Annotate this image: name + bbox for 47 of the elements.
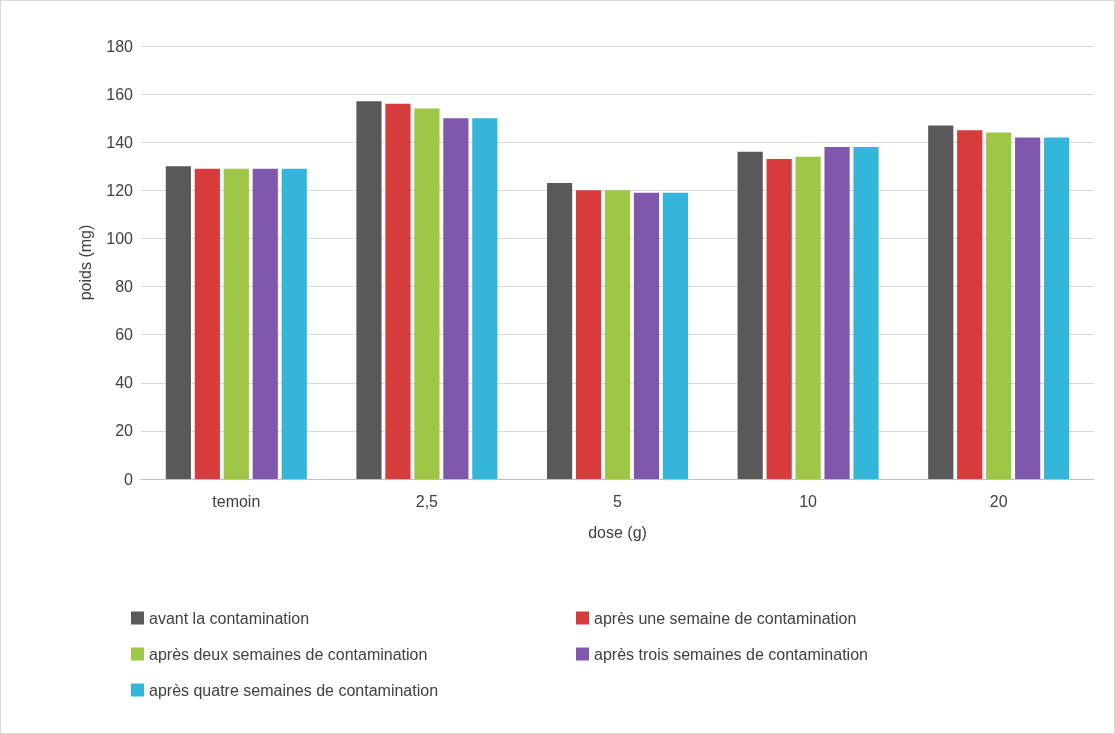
x-tick-label: temoin (212, 492, 261, 510)
bar (443, 118, 469, 479)
bar (662, 192, 689, 479)
y-tick-label: 160 (106, 85, 134, 103)
x-tick-label: 5 (613, 492, 623, 510)
bar (1015, 137, 1041, 479)
bar (252, 168, 278, 479)
bar (546, 183, 573, 479)
legend-label: après trois semaines de contamination (594, 645, 868, 663)
bar (853, 147, 879, 479)
bar (957, 130, 983, 479)
y-tick-label: 140 (106, 133, 134, 151)
bar (824, 147, 850, 479)
bar (575, 190, 602, 479)
bar (604, 190, 631, 479)
y-tick-label: 80 (115, 278, 134, 296)
bar (281, 168, 307, 479)
legend-label: après une semaine de contamination (594, 609, 857, 627)
x-tick-label: 20 (989, 492, 1008, 510)
x-tick-label: 2,5 (415, 492, 439, 510)
bar (1044, 137, 1070, 479)
y-axis-title: poids (mg) (76, 224, 94, 301)
bar (928, 125, 954, 479)
bar (472, 118, 498, 479)
y-tick-label: 100 (106, 229, 134, 247)
bar (356, 101, 382, 479)
y-tick-label: 120 (106, 181, 134, 199)
bar (165, 166, 191, 479)
y-tick-label: 0 (124, 470, 134, 488)
y-tick-label: 40 (115, 374, 134, 392)
legend-label: avant la contamination (149, 609, 310, 627)
bar (737, 151, 763, 479)
bar (194, 168, 220, 479)
y-tick-label: 180 (106, 37, 134, 55)
bar (633, 192, 660, 479)
y-tick-label: 60 (115, 326, 134, 344)
bar (986, 132, 1012, 479)
y-tick-label: 20 (115, 422, 134, 440)
bar (795, 156, 821, 479)
x-axis-title: dose (g) (588, 523, 647, 541)
bar (385, 103, 411, 479)
bar (223, 168, 249, 479)
bar (414, 108, 440, 479)
legend-label: après quatre semaines de contamination (149, 681, 439, 699)
legend-label: après deux semaines de contamination (149, 645, 428, 663)
x-tick-label: 10 (799, 492, 818, 510)
bar (766, 159, 792, 479)
